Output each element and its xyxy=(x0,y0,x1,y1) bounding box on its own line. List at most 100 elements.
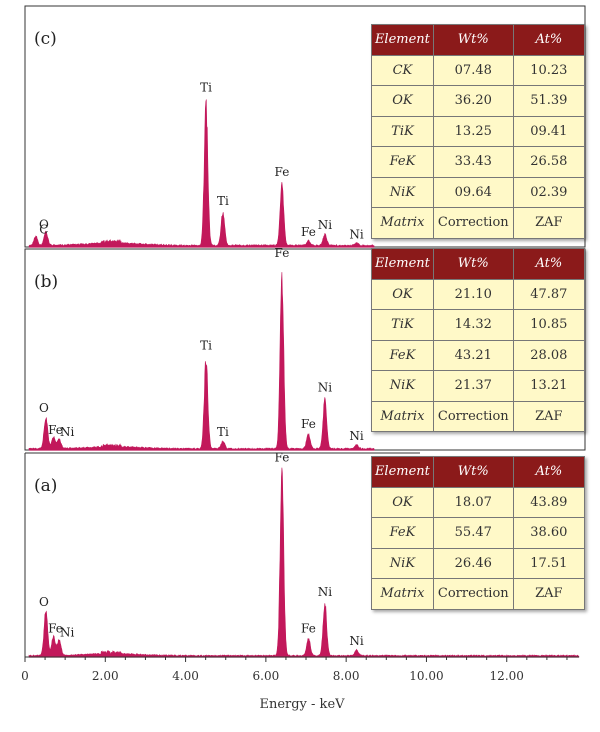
cell-at: 10.85 xyxy=(512,309,586,341)
cell-element: FeK xyxy=(371,339,434,371)
table-row: OK 21.10 47.87 xyxy=(371,278,586,310)
peak-label: Ti xyxy=(217,194,229,208)
peak-label: Fe xyxy=(48,622,63,636)
panel-label-a: (a) xyxy=(34,476,57,496)
cell-at: 51.39 xyxy=(512,85,586,117)
cell-at: 09.41 xyxy=(512,115,586,147)
spectrum-series-a xyxy=(28,467,580,658)
panel-label-b: (b) xyxy=(34,272,58,292)
cell-at: 47.87 xyxy=(512,278,586,310)
cell-at: 38.60 xyxy=(512,517,586,549)
cell-at: 10.23 xyxy=(512,54,586,86)
cell-element: FeK xyxy=(371,146,434,178)
peak-label: Fe xyxy=(275,450,290,464)
table-row: NiK 09.64 02.39 xyxy=(371,176,586,208)
table-row: OK 36.20 51.39 xyxy=(371,85,586,117)
header-element: Element xyxy=(371,248,434,280)
table-row: FeK 33.43 26.58 xyxy=(371,146,586,178)
x-tick-label: 8.00 xyxy=(333,669,360,683)
cell-wt: Correction xyxy=(432,400,514,432)
header-at: At% xyxy=(512,24,586,56)
peak-label: O xyxy=(39,218,49,232)
cell-wt: 07.48 xyxy=(432,54,514,86)
x-tick-label: 0 xyxy=(21,669,29,683)
cell-element: NiK xyxy=(371,176,434,208)
cell-at: ZAF xyxy=(512,578,586,610)
header-at: At% xyxy=(512,456,586,488)
peak-label: Ni xyxy=(318,381,333,395)
cell-wt: 55.47 xyxy=(432,517,514,549)
peak-label: Ni xyxy=(60,626,75,640)
cell-element: CK xyxy=(371,54,434,86)
composition-table-c: Element Wt% At% CK 07.48 10.23 OK 36.20 51.3… xyxy=(371,24,586,239)
cell-element: Matrix xyxy=(371,578,434,610)
peak-label: Ni xyxy=(349,634,364,648)
x-tick-label: 6.00 xyxy=(253,669,280,683)
cell-at: 43.89 xyxy=(512,486,586,518)
cell-element: NiK xyxy=(371,370,434,402)
cell-wt: 09.64 xyxy=(432,176,514,208)
header-element: Element xyxy=(371,456,434,488)
table-row: Matrix Correction ZAF xyxy=(371,207,586,239)
composition-table-a: Element Wt% At% OK 18.07 43.89 FeK 55.47 38.… xyxy=(371,456,586,610)
header-element: Element xyxy=(371,24,434,56)
x-tick-label: 12.00 xyxy=(490,669,524,683)
header-wt: Wt% xyxy=(432,248,514,280)
peak-label: C xyxy=(39,222,48,236)
cell-at: 26.58 xyxy=(512,146,586,178)
cell-at: ZAF xyxy=(512,400,586,432)
cell-at: ZAF xyxy=(512,207,586,239)
peak-label: Ni xyxy=(318,585,333,599)
composition-table-b: Element Wt% At% OK 21.10 47.87 TiK 14.32 10.… xyxy=(371,248,586,432)
table-row: TiK 14.32 10.85 xyxy=(371,309,586,341)
spectrum-series-b xyxy=(28,272,375,451)
peak-label: Fe xyxy=(301,622,316,636)
peak-label: Ti xyxy=(200,81,212,95)
peak-label: Fe xyxy=(48,423,63,437)
peak-label: Ti xyxy=(217,425,229,439)
cell-element: Matrix xyxy=(371,207,434,239)
table-row: CK 07.48 10.23 xyxy=(371,54,586,86)
peak-label: Fe xyxy=(301,417,316,431)
peak-label: O xyxy=(39,595,49,609)
table-row: FeK 55.47 38.60 xyxy=(371,517,586,549)
cell-element: OK xyxy=(371,278,434,310)
cell-element: OK xyxy=(371,85,434,117)
table-row: FeK 43.21 28.08 xyxy=(371,339,586,371)
x-tick-label: 10.00 xyxy=(409,669,443,683)
table-row: TiK 13.25 09.41 xyxy=(371,115,586,147)
x-tick-label: 4.00 xyxy=(172,669,199,683)
cell-element: TiK xyxy=(371,309,434,341)
cell-wt: 18.07 xyxy=(432,486,514,518)
cell-element: TiK xyxy=(371,115,434,147)
cell-at: 28.08 xyxy=(512,339,586,371)
cell-wt: 26.46 xyxy=(432,547,514,579)
cell-wt: 14.32 xyxy=(432,309,514,341)
panel-label-c: (c) xyxy=(34,29,57,49)
table-row: Matrix Correction ZAF xyxy=(371,578,586,610)
cell-wt: 21.37 xyxy=(432,370,514,402)
table-row: NiK 21.37 13.21 xyxy=(371,370,586,402)
cell-at: 17.51 xyxy=(512,547,586,579)
peak-label: O xyxy=(39,401,49,415)
peak-label: Ni xyxy=(60,425,75,439)
cell-element: NiK xyxy=(371,547,434,579)
cell-wt: Correction xyxy=(432,207,514,239)
peak-label: Ni xyxy=(349,429,364,443)
table-row: OK 18.07 43.89 xyxy=(371,486,586,518)
table-row: Matrix Correction ZAF xyxy=(371,400,586,432)
cell-wt: 21.10 xyxy=(432,278,514,310)
cell-element: FeK xyxy=(371,517,434,549)
cell-element: OK xyxy=(371,486,434,518)
cell-wt: 13.25 xyxy=(432,115,514,147)
cell-wt: 33.43 xyxy=(432,146,514,178)
x-axis-label: Energy - keV xyxy=(259,697,345,712)
cell-wt: Correction xyxy=(432,578,514,610)
cell-element: Matrix xyxy=(371,400,434,432)
spectrum-series-c xyxy=(28,99,375,248)
header-at: At% xyxy=(512,248,586,280)
header-wt: Wt% xyxy=(432,24,514,56)
peak-label: Fe xyxy=(301,225,316,239)
x-tick-label: 2.00 xyxy=(92,669,119,683)
